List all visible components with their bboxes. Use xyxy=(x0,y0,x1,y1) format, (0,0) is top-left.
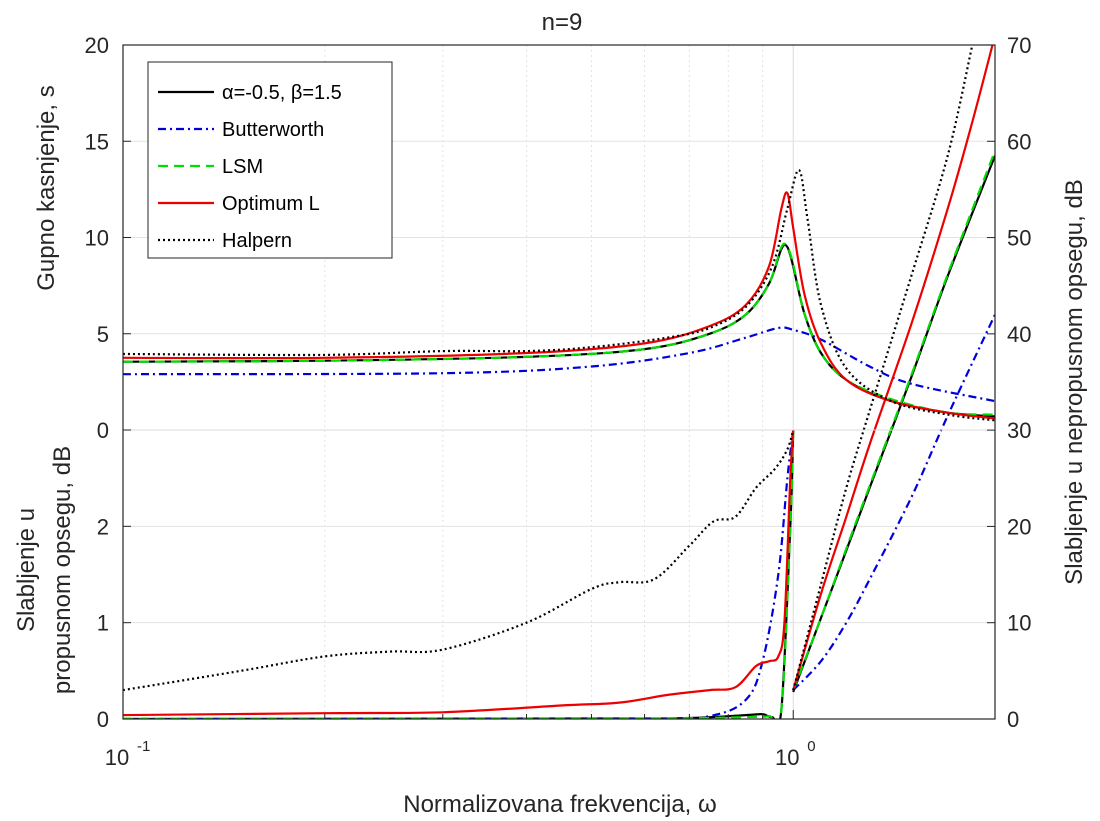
tick-label-right: 10 xyxy=(1007,611,1031,636)
series-1-stopband-line xyxy=(792,314,995,691)
series-3-stopband-line xyxy=(792,45,994,691)
legend-box xyxy=(147,61,393,259)
legend-label-2: LSM xyxy=(222,156,263,178)
legend-label-4: Halpern xyxy=(222,230,292,252)
lower-y-axis-label-line2: propusnom opsegu, dB xyxy=(49,446,76,694)
tick-label-x: 10 xyxy=(775,745,799,770)
tick-label-lower: 2 xyxy=(97,514,109,539)
upper-y-axis-label: Gupno kasnjenje, s xyxy=(33,85,60,290)
tick-label-right: 30 xyxy=(1007,418,1031,443)
tick-label-right: 40 xyxy=(1007,322,1031,347)
series-4-group-delay-line xyxy=(123,168,995,422)
tick-label-upper: 15 xyxy=(85,129,109,154)
series-1-group-delay-line xyxy=(123,326,995,403)
tick-label-upper: 0 xyxy=(97,418,109,443)
series-layer xyxy=(123,45,995,719)
chart-title: n=9 xyxy=(542,9,583,36)
tick-label-upper: 20 xyxy=(85,33,109,58)
tick-label-right: 20 xyxy=(1007,514,1031,539)
series-3-group-delay-line xyxy=(123,191,995,420)
series-2-passband-line xyxy=(123,429,795,719)
tick-label-right: 70 xyxy=(1007,33,1031,58)
series-1-passband-line xyxy=(123,429,795,719)
plot-frame xyxy=(122,44,996,720)
tick-label-x: 10 xyxy=(105,745,129,770)
tick-label-x-exponent: -1 xyxy=(137,738,150,755)
tick-label-x-exponent: 0 xyxy=(807,738,815,755)
series-4-stopband-line xyxy=(792,45,974,691)
x-axis-label: Normalizovana frekvencija, ω xyxy=(403,791,717,818)
legend-label-0: α=-0.5, β=1.5 xyxy=(222,82,342,104)
lower-y-axis-label-line1: Slabljenje u xyxy=(13,508,40,632)
tick-label-right: 50 xyxy=(1007,226,1031,251)
legend-label-1: Butterworth xyxy=(222,119,324,141)
tick-label-right: 60 xyxy=(1007,129,1031,154)
tick-label-lower: 1 xyxy=(97,611,109,636)
legend-label-3: Optimum L xyxy=(222,193,320,215)
tick-label-right: 0 xyxy=(1007,707,1019,732)
legend: α=-0.5, β=1.5 Butterworth LSM Optimum L Halp… xyxy=(147,61,393,259)
series-3-passband-line xyxy=(123,429,795,717)
tick-label-lower: 0 xyxy=(97,707,109,732)
tick-label-upper: 5 xyxy=(97,322,109,347)
right-y-axis-label: Slabljenje u nepropusnom opsegu, dB xyxy=(1061,179,1088,585)
tick-label-upper: 10 xyxy=(85,226,109,251)
series-2-stopband-line xyxy=(792,150,995,691)
